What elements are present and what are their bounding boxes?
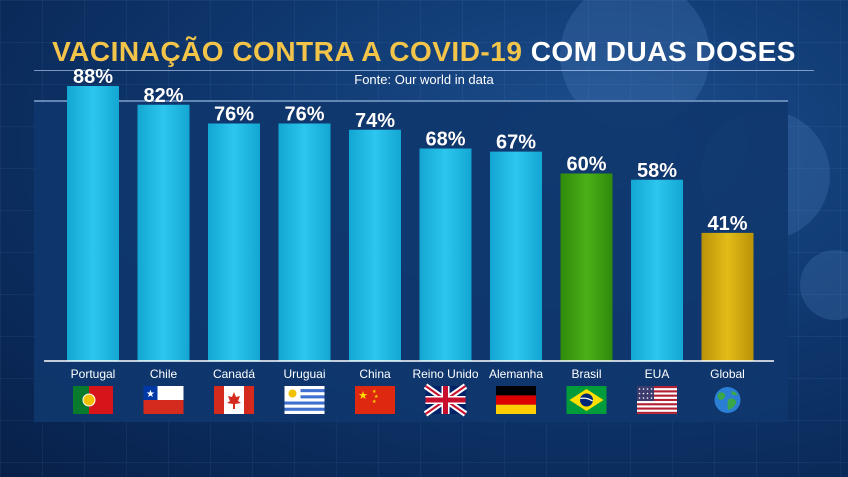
bar-brasil bbox=[560, 173, 613, 361]
chile-flag-icon: ★ bbox=[143, 386, 184, 414]
title-divider bbox=[34, 70, 814, 71]
category-label-uruguai: Uruguai bbox=[283, 367, 325, 381]
germany-flag-icon bbox=[496, 386, 536, 414]
title-accent-part: VACINAÇÃO CONTRA A COVID-19 bbox=[52, 36, 523, 67]
svg-text:★: ★ bbox=[372, 399, 377, 405]
bar-global bbox=[701, 232, 754, 361]
value-label-portugal: 88% bbox=[73, 66, 113, 88]
value-label-alemanha: 67% bbox=[496, 132, 536, 154]
chart-title: VACINAÇÃO CONTRA A COVID-19 COM DUAS DOS… bbox=[0, 36, 848, 68]
category-label-alemanha: Alemanha bbox=[489, 367, 543, 381]
globe-icon bbox=[714, 387, 741, 413]
bar-canada bbox=[208, 123, 260, 361]
source-note: Fonte: Our world in data bbox=[354, 72, 494, 87]
category-label-global: Global bbox=[710, 367, 745, 381]
value-label-brasil: 60% bbox=[566, 154, 606, 176]
category-label-china: China bbox=[359, 367, 391, 381]
category-label-eua: EUA bbox=[645, 367, 670, 381]
title-white-part: COM DUAS DOSES bbox=[530, 36, 796, 67]
category-label-chile: Chile bbox=[150, 367, 178, 381]
bar-alemanha bbox=[490, 151, 542, 361]
usa-flag-icon bbox=[637, 386, 677, 414]
brazil-flag-icon bbox=[566, 386, 607, 414]
svg-text:★: ★ bbox=[358, 389, 368, 402]
value-label-global: 41% bbox=[707, 213, 747, 235]
value-label-reino-unido: 68% bbox=[425, 129, 465, 151]
value-label-uruguai: 76% bbox=[284, 104, 324, 126]
china-flag-icon: ★ ★★★ bbox=[355, 386, 395, 414]
canada-flag-icon bbox=[214, 386, 254, 414]
svg-text:★: ★ bbox=[374, 394, 379, 400]
value-label-eua: 58% bbox=[637, 160, 677, 182]
category-label-canada: Canadá bbox=[213, 367, 255, 381]
value-label-china: 74% bbox=[355, 110, 395, 132]
bar-portugal bbox=[67, 86, 119, 361]
svg-text:★: ★ bbox=[372, 389, 377, 395]
bar-reino-unido bbox=[419, 148, 472, 361]
virus-decoration bbox=[800, 250, 848, 320]
bar-uruguai bbox=[278, 123, 331, 361]
svg-text:★: ★ bbox=[146, 389, 155, 400]
bar-china bbox=[349, 129, 401, 361]
uk-flag-icon bbox=[423, 383, 468, 417]
uruguay-flag-icon bbox=[284, 386, 325, 414]
bar-chile bbox=[137, 104, 190, 361]
bar-eua bbox=[631, 179, 683, 361]
value-label-chile: 82% bbox=[143, 85, 183, 107]
value-label-canada: 76% bbox=[214, 104, 254, 126]
category-label-brasil: Brasil bbox=[571, 367, 601, 381]
category-label-portugal: Portugal bbox=[71, 367, 116, 381]
category-label-reino-unido: Reino Unido bbox=[412, 367, 478, 381]
portugal-flag-icon bbox=[73, 386, 113, 414]
